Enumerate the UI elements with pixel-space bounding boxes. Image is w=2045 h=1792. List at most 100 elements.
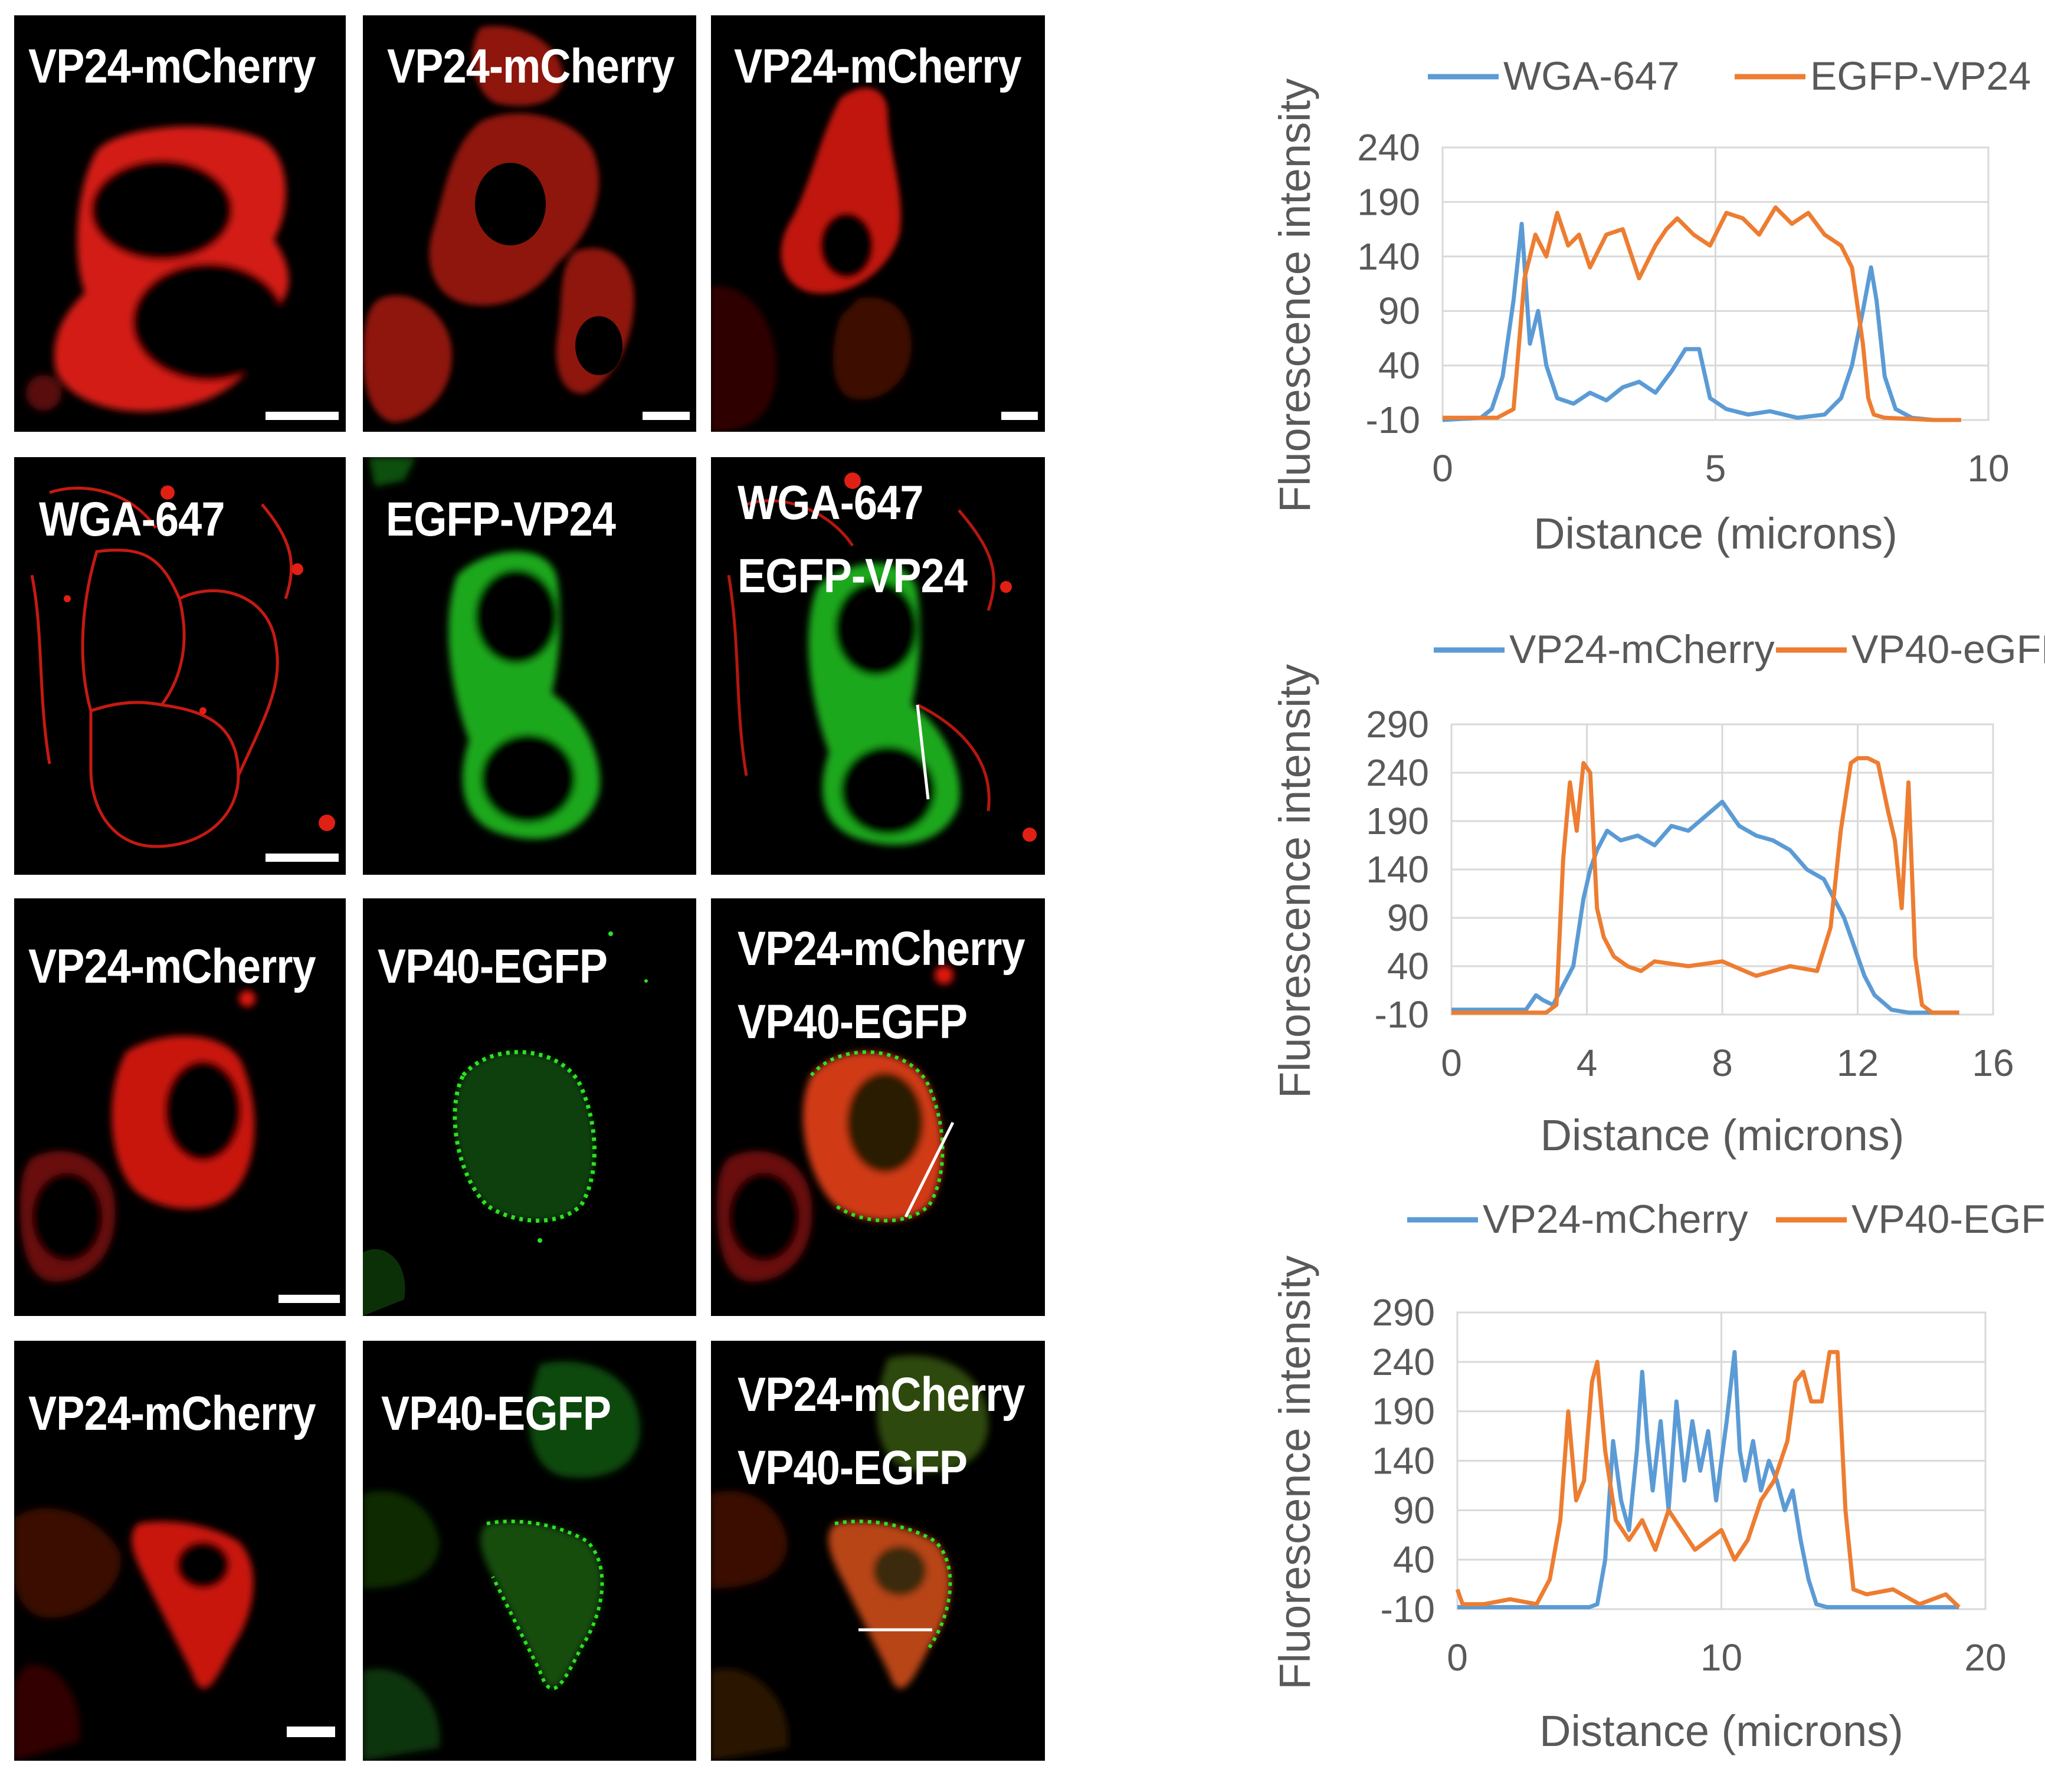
panel-label: VP24-mCherry (387, 40, 675, 93)
y-tick-label: 40 (1393, 1538, 1435, 1581)
x-tick-label: 12 (1837, 1042, 1879, 1084)
x-tick-label: 5 (1705, 447, 1726, 490)
panel-label: VP24-mCherry (28, 40, 316, 93)
legend-label: VP24-mCherry (1509, 627, 1775, 672)
legend-label: VP40-EGFP (1851, 1197, 2045, 1242)
y-tick-label: 140 (1372, 1440, 1435, 1482)
x-tick-label: 8 (1712, 1042, 1733, 1084)
y-tick-label: 90 (1387, 897, 1429, 939)
series-line-1 (1442, 221, 1961, 422)
panel-label: EGFP-VP24 (386, 493, 616, 546)
x-tick-label: 4 (1577, 1042, 1598, 1084)
chart-svg: -10 40 90 140 190 240 290 0 4 8 12 16 Distance (micr… (1270, 627, 2045, 1160)
chart-svg: -10 40 90 140 190 240 290 0 10 20 Distance (micron… (1270, 1197, 2045, 1755)
y-axis-title: Fluorescence intensity (1270, 1255, 1319, 1689)
cells-red (363, 26, 634, 422)
scale-bar (266, 854, 339, 862)
series-line-2 (1443, 205, 1961, 422)
panel-label: VP40-EGFP (738, 995, 968, 1049)
panel-label: VP24-mCherry (734, 40, 1022, 93)
cells-green (363, 931, 648, 1316)
y-tick-label: -10 (1366, 399, 1421, 441)
line-scan-chart-1: -10 40 90 140 190 240 0 5 10 Distance (microns) Fl… (1263, 24, 2045, 590)
series-line-1 (1457, 1350, 1959, 1610)
cells-red (711, 88, 912, 432)
y-tick-label: 40 (1387, 945, 1429, 987)
micrograph-r4c2 (363, 1341, 696, 1761)
scale-bar (278, 1295, 340, 1303)
panel-label: VP24-mCherry (28, 940, 316, 993)
y-tick-label: 240 (1372, 1341, 1435, 1383)
micrograph-r1c1 (14, 15, 346, 432)
cells-membrane (30, 485, 335, 848)
x-axis-title: Distance (microns) (1539, 1706, 1903, 1755)
micrograph-r1c3 (711, 15, 1045, 432)
micrograph-r3c3 (711, 898, 1045, 1316)
x-tick-label: 0 (1441, 1042, 1462, 1084)
panel-label: VP24-mCherry (738, 1368, 1025, 1422)
chart-svg: -10 40 90 140 190 240 0 5 10 Distance (microns) Fl… (1270, 54, 2031, 558)
y-tick-label: 190 (1372, 1390, 1435, 1433)
y-tick-label: 240 (1357, 126, 1420, 169)
panel-label: WGA-647 (39, 493, 225, 546)
micrograph-r4c1 (14, 1341, 346, 1761)
cells-red (26, 126, 289, 412)
y-axis-title: Fluorescence intensity (1270, 78, 1319, 513)
x-tick-label: 10 (1700, 1636, 1742, 1679)
x-axis-title: Distance (microns) (1541, 1111, 1905, 1160)
scale-bar (643, 412, 690, 420)
y-tick-label: 90 (1378, 290, 1420, 332)
y-tick-label: 290 (1366, 703, 1429, 746)
scale-bar (287, 1727, 335, 1737)
series-line-1 (1451, 799, 1959, 1015)
legend-label: VP40-eGFP (1851, 627, 2045, 672)
y-axis-title: Fluorescence intensity (1270, 664, 1319, 1098)
series-line-2 (1451, 756, 1959, 1015)
panel-label: WGA-647 (738, 476, 923, 530)
line-scan-marker (916, 704, 930, 800)
line-scan-chart-2: -10 40 90 140 190 240 290 0 4 8 12 16 Distance (micr… (1263, 602, 2045, 1168)
panel-label: VP40-EGFP (738, 1441, 968, 1495)
y-tick-label: 240 (1366, 751, 1429, 794)
x-axis-title: Distance (microns) (1533, 509, 1897, 558)
cells-merge (717, 966, 955, 1282)
line-scan-marker (904, 1121, 955, 1218)
cells-green (369, 457, 600, 839)
micrograph-r2c3 (711, 457, 1045, 875)
x-tick-label: 20 (1964, 1636, 2006, 1679)
series-line-2 (1455, 1350, 1961, 1609)
x-tick-label: 10 (1967, 447, 2009, 490)
cells-merge (711, 1355, 988, 1761)
y-tick-label: -10 (1375, 993, 1430, 1036)
y-tick-label: 140 (1366, 848, 1429, 891)
scale-bar (1001, 412, 1038, 420)
legend-label: VP24-mCherry (1483, 1197, 1748, 1242)
y-tick-label: 290 (1372, 1291, 1435, 1334)
micrograph-r3c2 (363, 898, 696, 1316)
y-tick-label: 90 (1393, 1489, 1435, 1531)
cells-red (14, 1508, 254, 1761)
x-tick-label: 16 (1972, 1042, 2014, 1084)
y-tick-label: 140 (1357, 235, 1420, 278)
y-tick-label: 190 (1366, 800, 1429, 842)
micrograph-r2c2 (363, 457, 696, 875)
x-tick-label: 0 (1432, 447, 1453, 490)
x-tick-label: 0 (1447, 1636, 1468, 1679)
y-tick-label: -10 (1381, 1588, 1436, 1630)
y-tick-label: 190 (1357, 180, 1420, 223)
scale-bar (266, 412, 339, 420)
y-tick-label: 40 (1378, 344, 1420, 387)
micrograph-r1c2 (363, 15, 696, 432)
panel-label: VP40-EGFP (381, 1387, 611, 1440)
legend-label: EGFP-VP24 (1810, 54, 2031, 99)
legend-label: WGA-647 (1503, 54, 1680, 99)
panel-label: VP24-mCherry (738, 922, 1025, 976)
cells-merge (727, 472, 1037, 845)
cells-red (20, 990, 255, 1282)
panel-label: VP40-EGFP (378, 940, 608, 993)
line-scan-chart-3: -10 40 90 140 190 240 290 0 10 20 Distance (micron… (1263, 1180, 2045, 1770)
micrograph-r3c1 (14, 898, 346, 1316)
micrograph-r4c3 (711, 1341, 1045, 1761)
panel-label: VP24-mCherry (28, 1387, 316, 1440)
panel-label: EGFP-VP24 (738, 549, 968, 603)
